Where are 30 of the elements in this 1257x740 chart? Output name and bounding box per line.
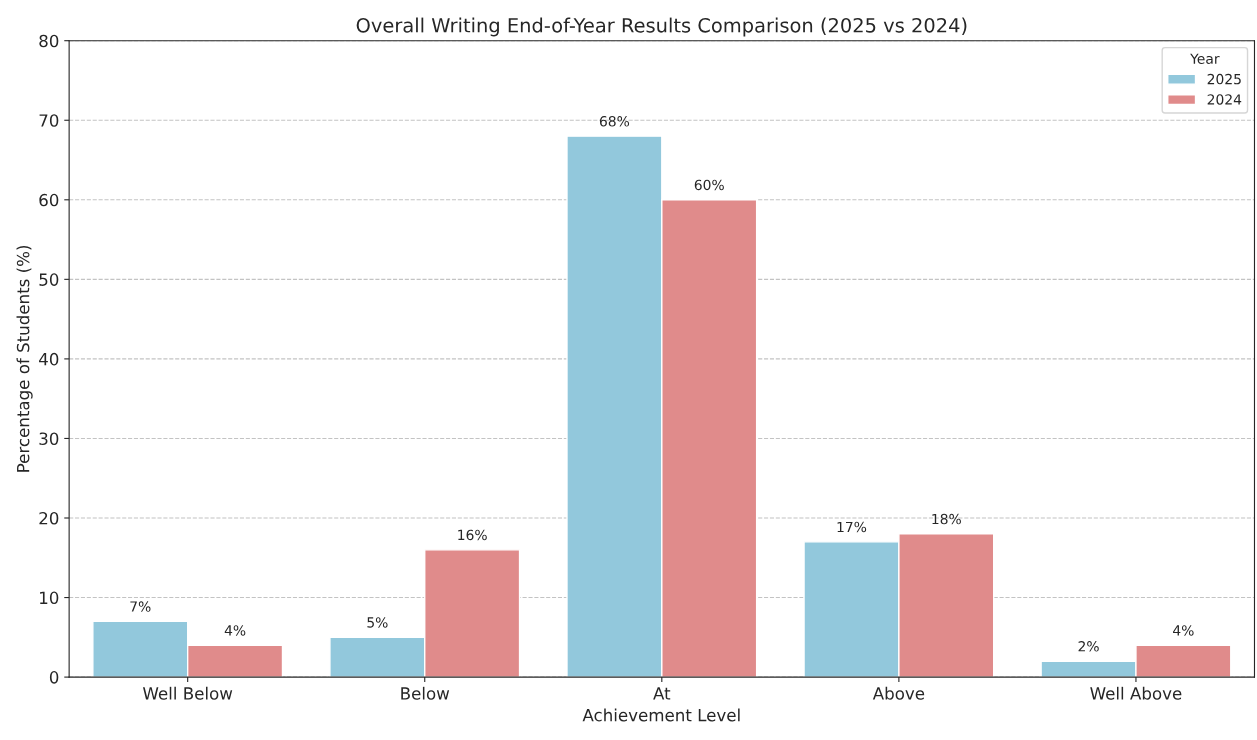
chart-title: Overall Writing End-of-Year Results Comparison (2025 vs 2024)	[356, 17, 967, 37]
x-tick-label: At	[653, 687, 671, 700]
legend-title: Year	[1190, 53, 1220, 64]
data-label: 17%	[837, 521, 867, 533]
x-axis-title: Achievement Level	[582, 708, 740, 722]
data-label: 4%	[224, 625, 246, 636]
data-label: 16%	[458, 529, 487, 541]
x-tick-label: Well Below	[142, 686, 233, 700]
data-label: 68%	[599, 116, 630, 127]
legend-label: 2025	[1207, 73, 1241, 85]
y-tick-label: 50	[39, 273, 59, 286]
data-label: 7%	[130, 601, 151, 612]
data-label: 2%	[1078, 641, 1099, 652]
x-tick-label: Below	[401, 686, 450, 700]
y-tick-label: 10	[40, 591, 59, 605]
y-tick-label: 60	[39, 193, 59, 207]
y-tick-label: 30	[39, 432, 59, 446]
data-label: 4%	[1173, 625, 1194, 636]
data-label: 5%	[367, 617, 388, 628]
data-label: 18%	[932, 513, 961, 525]
y-tick-label: 0	[49, 671, 59, 684]
data-label: 60%	[694, 179, 724, 191]
y-tick-label: 40	[39, 352, 59, 366]
y-tick-label: 70	[39, 114, 59, 127]
y-axis-title: Percentage of Students (%)	[16, 245, 33, 472]
x-tick-label: Well Above	[1090, 686, 1182, 700]
y-tick-label: 80	[39, 34, 59, 48]
x-tick-label: Above	[872, 686, 925, 700]
y-tick-label: 20	[39, 511, 59, 525]
legend-label: 2024	[1207, 94, 1242, 105]
